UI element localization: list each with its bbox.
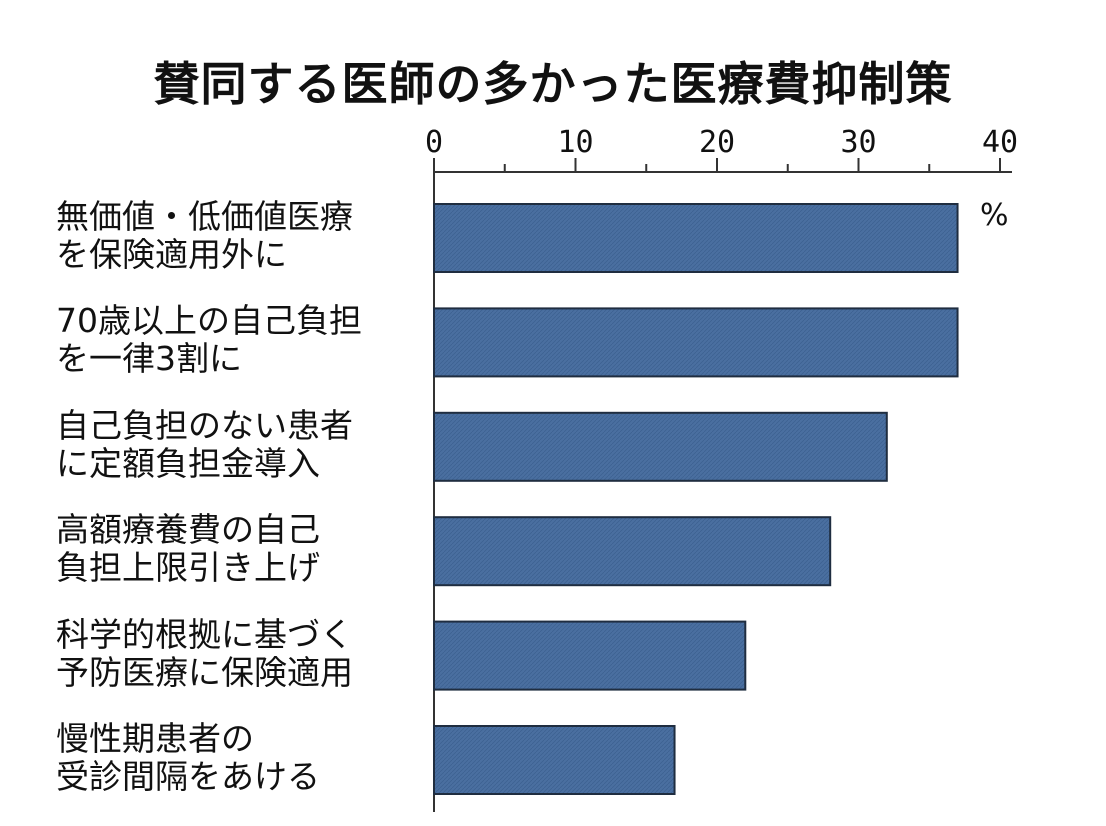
category-label-line: 負担上限引き上げ <box>56 548 320 588</box>
unit-label: % <box>980 198 1009 233</box>
category-label-line: 予防医療に保険適用 <box>56 652 353 692</box>
bar <box>433 620 747 691</box>
category-label-line: 高額療養費の自己 <box>56 510 320 550</box>
category-label-line: に定額負担金導入 <box>56 443 320 483</box>
chart-title: 賛同する医師の多かった医療費抑制策 <box>153 57 953 111</box>
category-label-line: 受診間隔をあける <box>56 757 320 796</box>
category-label-line: 慢性期患者の <box>56 719 254 758</box>
x-tick-label: 40 <box>982 125 1018 160</box>
category-label: 高額療養費の自己 負担上限引き上げ <box>56 511 426 587</box>
bar <box>433 203 959 273</box>
x-tick-label: 0 <box>425 125 443 160</box>
x-tick-label: 10 <box>557 125 593 160</box>
bar <box>433 516 832 587</box>
category-label-line: 70歳以上の自己負担 <box>56 301 362 341</box>
category-label-line: 科学的根拠に基づく <box>56 614 353 654</box>
category-label: 無価値・低価値医療 を保険適用外に <box>56 198 426 274</box>
category-label: 慢性期患者の 受診間隔をあける <box>56 720 426 796</box>
category-label: 自己負担のない患者 に定額負担金導入 <box>56 405 426 483</box>
category-label: 70歳以上の自己負担 を一律3割に <box>56 302 426 378</box>
category-label-line: を保険適用外に <box>56 235 287 274</box>
category-label-line: 自己負担のない患者 <box>56 405 353 445</box>
bar <box>433 725 676 795</box>
category-label-line: 無価値・低価値医療 <box>56 197 353 236</box>
bar <box>433 307 959 378</box>
category-label-line: を一律3割に <box>56 339 242 379</box>
bar <box>433 411 888 482</box>
category-label: 科学的根拠に基づく 予防医療に保険適用 <box>56 614 426 692</box>
x-tick-label: 30 <box>840 125 876 160</box>
x-tick-label: 20 <box>699 125 735 160</box>
